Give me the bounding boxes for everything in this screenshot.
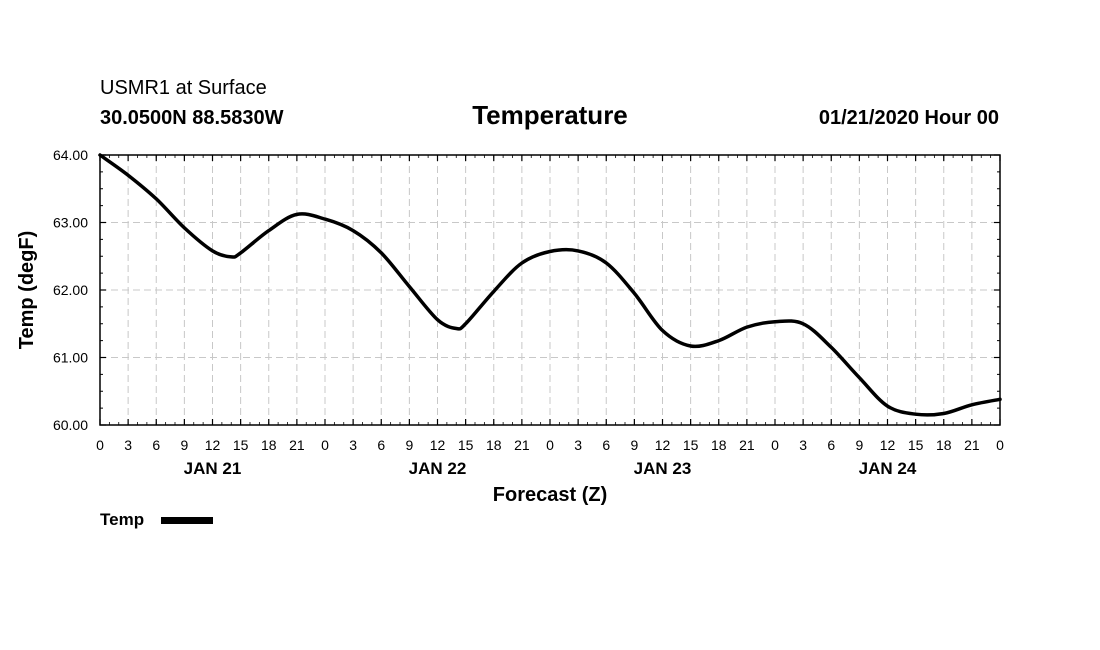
legend-label: Temp (100, 510, 144, 529)
x-axis-label: Forecast (Z) (493, 484, 607, 506)
datetime-label: 01/21/2020 Hour 00 (819, 107, 999, 129)
x-tick-label: 3 (574, 437, 582, 453)
x-tick-label: 21 (739, 437, 755, 453)
x-tick-label: 9 (180, 437, 188, 453)
x-tick-label: 0 (546, 437, 554, 453)
day-label: JAN 23 (634, 459, 692, 478)
y-tick-label: 60.00 (53, 417, 88, 433)
day-label: JAN 21 (184, 459, 242, 478)
chart-title: Temperature (472, 100, 628, 130)
y-axis-label: Temp (degF) (16, 231, 38, 350)
temp-series-line (98, 153, 1002, 417)
x-tick-label: 15 (458, 437, 474, 453)
x-tick-label: 21 (964, 437, 980, 453)
y-tick-labels: 60.00 61.00 62.00 63.00 64.00 (53, 147, 88, 433)
day-labels: JAN 21 JAN 22 JAN 23 JAN 24 (184, 459, 917, 478)
x-tick-label: 6 (377, 437, 385, 453)
y-tick-label: 61.00 (53, 350, 88, 366)
x-tick-label: 0 (96, 437, 104, 453)
x-tick-label: 9 (855, 437, 863, 453)
coordinates-label: 30.0500N 88.5830W (100, 107, 284, 129)
x-tick-label: 9 (630, 437, 638, 453)
x-tick-label: 21 (289, 437, 305, 453)
day-label: JAN 22 (409, 459, 467, 478)
x-tick-label: 6 (602, 437, 610, 453)
x-tick-label: 12 (880, 437, 896, 453)
x-tick-label: 6 (152, 437, 160, 453)
x-tick-label: 0 (996, 437, 1004, 453)
y-tick-label: 63.00 (53, 215, 88, 231)
day-label: JAN 24 (859, 459, 917, 478)
x-tick-label: 12 (205, 437, 221, 453)
x-tick-label: 0 (771, 437, 779, 453)
x-tick-label: 12 (655, 437, 671, 453)
x-tick-label: 3 (124, 437, 132, 453)
x-tick-label: 3 (349, 437, 357, 453)
x-tick-label: 18 (711, 437, 727, 453)
y-tick-label: 62.00 (53, 282, 88, 298)
x-tick-label: 15 (683, 437, 699, 453)
station-label: USMR1 at Surface (100, 77, 267, 99)
x-tick-label: 18 (261, 437, 277, 453)
axis-ticks (99, 154, 1001, 426)
x-tick-label: 12 (430, 437, 446, 453)
legend-swatch (161, 517, 213, 524)
x-tick-label: 21 (514, 437, 530, 453)
x-tick-label: 18 (936, 437, 952, 453)
y-tick-label: 64.00 (53, 147, 88, 163)
x-tick-label: 18 (486, 437, 502, 453)
x-tick-label: 3 (799, 437, 807, 453)
x-tick-label: 9 (405, 437, 413, 453)
x-tick-label: 15 (908, 437, 924, 453)
x-tick-label: 15 (233, 437, 249, 453)
x-tick-labels: 0 3 6 9 12 15 18 21 0 3 6 9 12 15 18 21 0 3 6 9 12 15 18 21 0 3 6 9… (96, 437, 1004, 453)
x-tick-label: 0 (321, 437, 329, 453)
x-tick-label: 6 (827, 437, 835, 453)
